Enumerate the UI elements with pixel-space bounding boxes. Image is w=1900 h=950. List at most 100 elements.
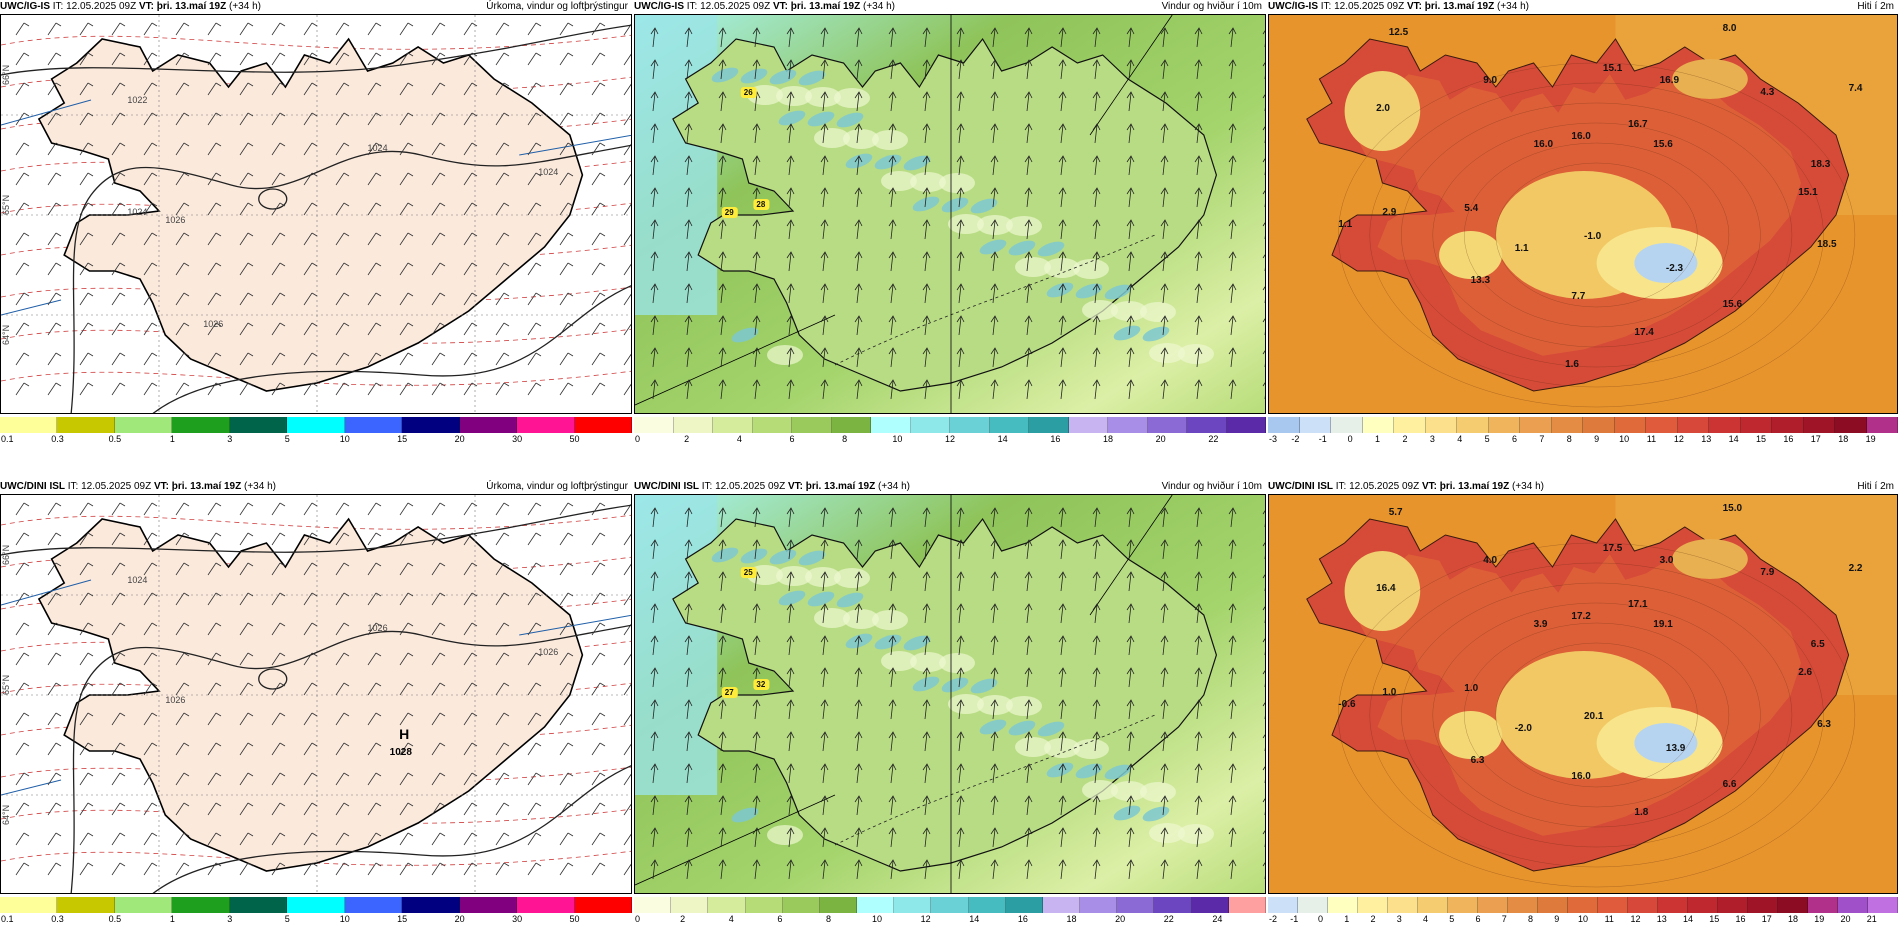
scale-swatch (517, 417, 575, 433)
temperature-label: 7.7 (1571, 291, 1585, 302)
map-precip[interactable]: 1022 1024 1026 1024 1024 1026 66°N 65°N 64°N (0, 14, 632, 414)
scale-swatch (1298, 897, 1328, 913)
scale-tick-label: 19 (1814, 914, 1825, 924)
scale-tick-label: 13 (1701, 434, 1712, 444)
temperature-label: -1.0 (1584, 231, 1602, 242)
scale-tick-label: 0.1 (1, 914, 14, 924)
scale-tick-label: 20 (1840, 914, 1851, 924)
isobar-label: 1026 (538, 647, 558, 657)
scale-swatch (950, 417, 990, 433)
high-pressure-value: 1028 (390, 747, 413, 758)
scale-swatch (1029, 417, 1069, 433)
scale-swatch (287, 897, 345, 913)
scale-swatch (1808, 897, 1838, 913)
map-canvas[interactable]: 25 27 32 (635, 495, 1266, 894)
scale-tick-label: 6 (1512, 434, 1518, 444)
scale-swatch (1835, 417, 1867, 433)
scale-swatch (782, 897, 820, 913)
valid-time: þri. 13.maí 19Z (171, 481, 242, 492)
latitude-label: 65°N (1, 195, 11, 215)
temperature-label: 18.3 (1811, 159, 1831, 170)
panel-header: UWC/IG-IS IT: 12.05.2025 09Z VT: þri. 13… (1268, 0, 1898, 14)
scale-tick-label: -1 (1290, 914, 1299, 924)
temperature-label: 4.0 (1483, 555, 1497, 566)
temperature-label: 6.5 (1811, 639, 1825, 650)
temperature-label: 1.1 (1338, 219, 1352, 230)
scale-swatch (708, 897, 746, 913)
temperature-label: 6.3 (1817, 719, 1831, 730)
valid-time: þri. 13.maí 19Z (1424, 1, 1495, 12)
temperature-label: 17.1 (1628, 599, 1648, 610)
scale-swatch (1508, 897, 1538, 913)
scale-swatch (671, 897, 709, 913)
model-name: UWC/IG-IS (1268, 1, 1318, 12)
map-wind[interactable]: 26 29 28 (634, 14, 1266, 414)
map-temp[interactable]: 5.7 15.0 17.5 3.0 7.9 2.2 4.0 16.4 17.1 17.2 19.1 6… (1268, 494, 1898, 894)
scale-tick-label: 20 (1115, 914, 1126, 924)
valid-label: VT: (1406, 1, 1422, 12)
valid-time: þri. 13.maí 19Z (805, 481, 876, 492)
map-canvas[interactable]: 1022 1024 1026 1024 1024 1026 66°N 65°N 64°N (1, 15, 632, 414)
temperature-label: 1.0 (1464, 683, 1478, 694)
scale-swatch (1331, 417, 1363, 433)
scale-swatch (1478, 897, 1508, 913)
isobar-label: 1024 (368, 143, 388, 153)
map-temp[interactable]: 12.5 8.0 15.1 16.9 4.3 7.4 9.0 2.0 16.7 16.0 15.6 1… (1268, 14, 1898, 414)
scale-swatch (1551, 417, 1583, 433)
scale-tick-label: 1 (1344, 914, 1350, 924)
scale-swatch (1866, 417, 1898, 433)
scale-tick-label: 11 (1604, 914, 1614, 924)
panel-header: UWC/IG-IS IT: 12.05.2025 09Z VT: þri. 13… (0, 0, 632, 14)
map-precip[interactable]: 1024 1026 1026 1026 H 1028 66°N 65°N 64°N (0, 494, 632, 894)
scale-swatch (1154, 897, 1192, 913)
scale-swatch (1778, 897, 1808, 913)
scale-tick-label: 24 (1212, 914, 1223, 924)
temperature-label: 16.4 (1376, 583, 1396, 594)
panel-header: UWC/DINI ISL IT: 12.05.2025 09Z VT: þri.… (634, 480, 1266, 494)
scale-tick-label: 0 (1317, 914, 1324, 924)
scale-swatch (459, 417, 518, 433)
scale-tick-label: 22 (1208, 434, 1219, 444)
temperature-label: 2.0 (1376, 103, 1390, 114)
map-canvas[interactable]: 12.5 8.0 15.1 16.9 4.3 7.4 9.0 2.0 16.7 16.0 15.6 1… (1269, 15, 1898, 414)
scale-tick-label: -2 (1291, 434, 1300, 444)
temperature-label: 16.9 (1660, 75, 1680, 86)
temperature-label: 3.9 (1534, 619, 1548, 630)
init-time: 12.05.2025 09Z (715, 481, 786, 492)
scale-tick-label: 16 (1735, 914, 1746, 924)
scale-tick-label: 30 (512, 434, 523, 444)
scale-tick-label: 50 (569, 434, 580, 444)
lead-time: (+34 h) (878, 481, 910, 492)
panel-dini-wind: UWC/DINI ISL IT: 12.05.2025 09Z VT: þri.… (634, 480, 1266, 924)
panel-title: Úrkoma, vindur og loftþrýstingur (486, 1, 628, 12)
valid-time: þri. 13.maí 19Z (1439, 481, 1510, 492)
map-canvas[interactable]: 5.7 15.0 17.5 3.0 7.9 2.2 4.0 16.4 17.1 17.2 19.1 6… (1269, 495, 1898, 894)
scale-tick-label: 7 (1539, 434, 1545, 444)
scale-ticks: 0 2 4 6 8 10 12 14 16 18 20 22 (634, 434, 1266, 446)
scale-swatch (1488, 417, 1520, 433)
temperature-label: 16.0 (1571, 131, 1591, 142)
scale-swatch (1868, 897, 1898, 913)
map-canvas[interactable]: 26 29 28 (635, 15, 1266, 414)
scale-swatch (1328, 897, 1358, 913)
map-wind[interactable]: 25 27 32 (634, 494, 1266, 894)
temperature-label: 13.3 (1471, 275, 1491, 286)
scale-tick-label: 6 (777, 914, 783, 924)
scale-tick-label: 10 (872, 914, 883, 924)
scale-tick-label: 10 (1619, 434, 1630, 444)
scale-tick-label: 18 (1787, 914, 1799, 924)
scale-tick-label: 0.3 (51, 434, 64, 444)
scale-tick-label: 2 (1370, 914, 1376, 924)
color-scale (0, 417, 632, 433)
scale-swatch (1268, 417, 1300, 433)
scale-tick-label: 22 (1163, 914, 1174, 924)
scale-ticks: 0.1 0.3 0.5 1 3 5 10 15 20 30 50 (0, 434, 632, 446)
panel-igis-precip: UWC/IG-IS IT: 12.05.2025 09Z VT: þri. 13… (0, 0, 632, 444)
scale-ticks: 0.1 0.3 0.5 1 3 5 10 15 20 30 50 (0, 914, 632, 926)
scale-swatch (1583, 417, 1615, 433)
isobar-label: 1024 (538, 167, 558, 177)
scale-tick-label: 16 (1783, 434, 1794, 444)
map-canvas[interactable]: 1024 1026 1026 1026 H 1028 66°N 65°N 64°N (1, 495, 632, 894)
temperature-label: 6.3 (1471, 755, 1485, 766)
scale-tick-label: 1 (1375, 434, 1381, 444)
